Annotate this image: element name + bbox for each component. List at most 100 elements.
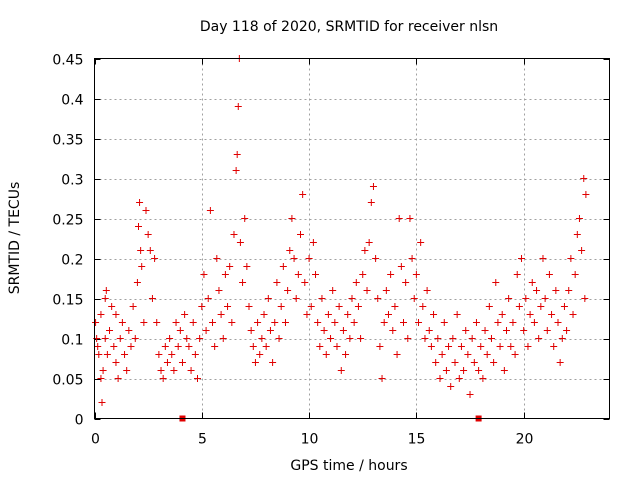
- data-point: [305, 255, 313, 262]
- data-point: [110, 343, 118, 350]
- data-point: [322, 351, 330, 358]
- data-point: [148, 295, 156, 302]
- data-point: [376, 343, 384, 350]
- data-point: [357, 335, 365, 342]
- data-point: [436, 375, 444, 382]
- data-point: [503, 327, 510, 334]
- data-point: [236, 239, 244, 246]
- data-point: [565, 287, 573, 294]
- data-point: [569, 311, 577, 318]
- data-point: [101, 295, 109, 302]
- data-point: [258, 335, 266, 342]
- data-point: [103, 351, 111, 358]
- data-point: [303, 311, 311, 318]
- data-point: [131, 335, 139, 342]
- data-point: [384, 311, 392, 318]
- data-point: [187, 367, 195, 374]
- data-point: [380, 319, 388, 326]
- data-point: [342, 351, 350, 358]
- data-point: [215, 287, 223, 294]
- data-point: [137, 247, 145, 254]
- data-point: [211, 343, 219, 350]
- data-point: [520, 327, 528, 334]
- data-point: [114, 375, 122, 382]
- data-point: [249, 343, 257, 350]
- data-point: [228, 319, 236, 326]
- data-point: [116, 335, 124, 342]
- data-point: [455, 375, 463, 382]
- data-point: [288, 215, 296, 222]
- data-point: [395, 215, 403, 222]
- data-point: [541, 295, 549, 302]
- data-point: [151, 255, 159, 262]
- data-point: [423, 287, 431, 294]
- data-point: [301, 279, 309, 286]
- data-point: [421, 335, 429, 342]
- data-point: [389, 327, 397, 334]
- data-point: [537, 303, 545, 310]
- data-point: [159, 375, 167, 382]
- data-point: [92, 319, 100, 326]
- data-point: [138, 263, 146, 270]
- data-point: [166, 335, 174, 342]
- data-point: [430, 311, 438, 318]
- data-point: [451, 359, 459, 366]
- data-point: [112, 359, 120, 366]
- data-point: [404, 335, 412, 342]
- data-point: [498, 311, 506, 318]
- data-point: [472, 319, 480, 326]
- data-point: [318, 295, 326, 302]
- data-point: [524, 343, 532, 350]
- y-tick-label: 0: [75, 413, 84, 429]
- data-point: [275, 335, 283, 342]
- data-point: [391, 303, 399, 310]
- data-point: [245, 303, 253, 310]
- data-point: [483, 351, 491, 358]
- data-point: [294, 271, 302, 278]
- data-point: [526, 311, 534, 318]
- data-point: [230, 231, 238, 238]
- grid-lines: [94, 58, 610, 419]
- data-point: [554, 319, 562, 326]
- data-point: [204, 295, 212, 302]
- y-tick-labels: 0 0.05 0.1 0.15 0.2 0.25 0.3 0.35 0.4 0.45: [52, 53, 83, 429]
- data-point: [134, 223, 142, 230]
- data-point: [191, 351, 199, 358]
- data-point: [256, 351, 264, 358]
- data-point: [543, 327, 551, 334]
- data-point: [279, 263, 287, 270]
- data-point: [417, 239, 425, 246]
- data-point: [408, 255, 416, 262]
- data-point: [335, 303, 343, 310]
- data-point: [198, 303, 206, 310]
- data-point: [112, 311, 120, 318]
- data-point: [387, 271, 395, 278]
- data-point: [477, 343, 485, 350]
- data-point: [410, 295, 418, 302]
- data-point: [206, 207, 214, 214]
- data-point: [163, 359, 171, 366]
- y-axis-label: SRMTID / TECUs: [7, 182, 23, 295]
- data-point: [352, 279, 360, 286]
- data-point: [106, 327, 114, 334]
- data-point: [453, 311, 461, 318]
- data-point: [400, 319, 407, 326]
- data-point: [329, 287, 337, 294]
- data-point: [515, 303, 523, 310]
- data-point: [432, 359, 440, 366]
- data-point: [327, 335, 335, 342]
- data-point: [479, 375, 487, 382]
- data-point: [286, 247, 294, 254]
- data-point: [161, 343, 169, 350]
- data-point: [95, 351, 103, 358]
- data-point: [344, 311, 352, 318]
- chart-title: Day 118 of 2020, SRMTID for receiver nls…: [200, 19, 498, 35]
- data-point: [490, 359, 498, 366]
- data-point: [440, 319, 448, 326]
- data-point: [533, 287, 541, 294]
- data-point: [284, 287, 292, 294]
- data-point: [281, 319, 289, 326]
- data-point: [466, 391, 474, 398]
- data-point: [485, 303, 493, 310]
- data-point: [548, 311, 556, 318]
